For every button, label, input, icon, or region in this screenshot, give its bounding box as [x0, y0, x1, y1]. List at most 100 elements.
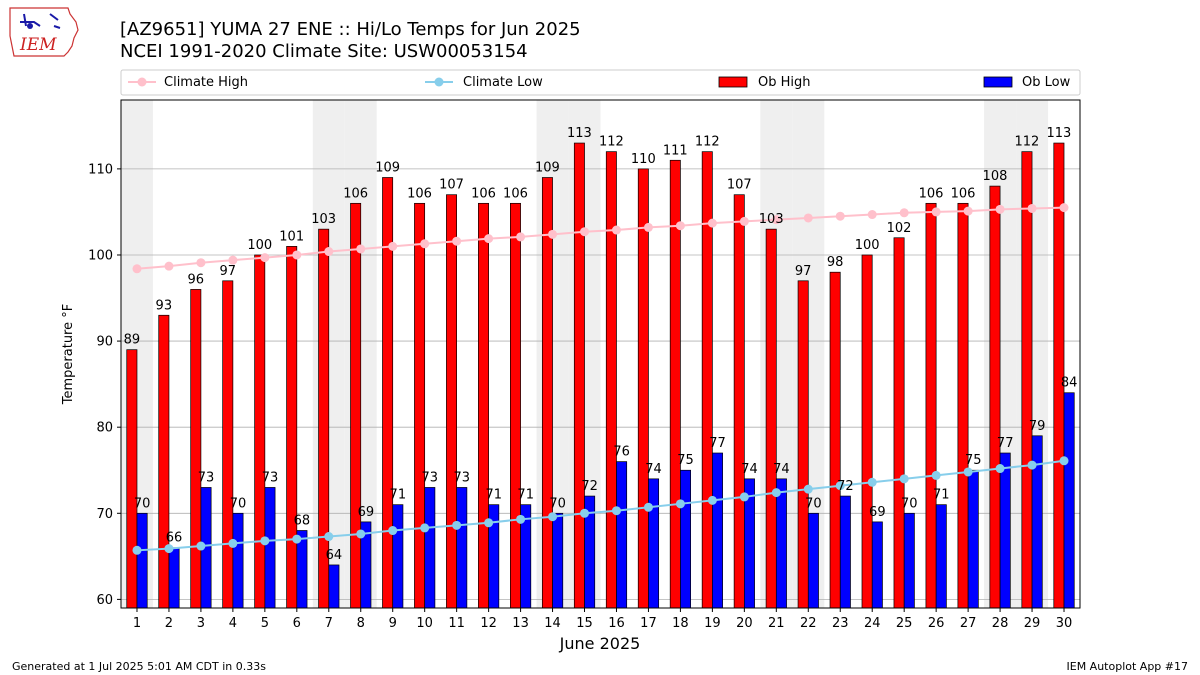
ob-high-label-9: 109 — [375, 160, 400, 175]
climate-low-point-11 — [452, 520, 462, 530]
ob-high-label-3: 96 — [188, 272, 205, 287]
ob-low-bar-14 — [552, 512, 564, 609]
ob-low-label-14: 70 — [549, 496, 566, 511]
ob-low-bar-4 — [232, 512, 244, 609]
climate-lines — [132, 203, 1069, 555]
climate-high-point-5 — [260, 253, 270, 263]
x-tick-label-5: 5 — [261, 616, 269, 631]
climate-low-point-12 — [484, 518, 494, 528]
climate-high-line — [136, 206, 1065, 270]
climate-high-point-17 — [643, 222, 653, 232]
climate-low-point-5 — [260, 536, 270, 546]
ob-high-bar-4 — [222, 280, 234, 609]
ob-high-label-30: 113 — [1046, 126, 1071, 141]
ob-high-label-12: 106 — [471, 186, 496, 201]
ob-low-label-18: 75 — [677, 453, 694, 468]
climate-low-point-26 — [931, 470, 941, 480]
x-tick-label-9: 9 — [389, 616, 397, 631]
climate-low-point-9 — [388, 526, 398, 536]
data-labels: 89 70 93 66 96 73 97 70 100 73 101 68 103 64 106 69 109 7… — [124, 126, 1078, 563]
climate-high-point-3 — [196, 258, 206, 268]
ob-high-bar-6 — [286, 246, 298, 609]
ob-high-label-11: 107 — [439, 178, 464, 193]
ob-high-bar-15 — [573, 142, 585, 609]
climate-high-point-7 — [324, 247, 334, 257]
ob-low-bar-27 — [967, 469, 979, 609]
legend: Climate High Climate Low Ob High Ob Low — [120, 69, 1081, 96]
ob-low-bar-10 — [424, 487, 436, 609]
x-tick-label-16: 16 — [608, 616, 625, 631]
ob-high-label-23: 98 — [827, 255, 844, 270]
climate-low-point-21 — [771, 488, 781, 498]
ob-low-label-4: 70 — [230, 496, 247, 511]
y-tick-label-110: 110 — [88, 162, 113, 177]
climate-low-point-15 — [580, 508, 590, 518]
climate-low-point-24 — [867, 477, 877, 487]
ob-high-bar-13 — [510, 202, 521, 609]
ob-high-bar-12 — [478, 202, 489, 609]
climate-high-point-19 — [707, 218, 717, 228]
ob-high-bar-1 — [126, 349, 138, 609]
climate-high-point-10 — [420, 239, 430, 249]
ob-low-label-2: 66 — [166, 531, 183, 546]
ob-low-label-29: 79 — [1029, 419, 1046, 434]
ob-high-label-2: 93 — [156, 298, 173, 313]
ob-high-bar-17 — [637, 168, 649, 609]
ob-low-bar-25 — [903, 512, 915, 609]
climate-low-point-18 — [675, 499, 685, 509]
climate-high-point-14 — [548, 229, 558, 239]
ob-low-label-16: 76 — [613, 445, 630, 460]
x-tick-label-26: 26 — [928, 616, 945, 631]
climate-high-point-15 — [580, 227, 590, 237]
x-tick-label-10: 10 — [416, 616, 433, 631]
climate-high-point-12 — [484, 234, 494, 244]
ob-low-label-8: 69 — [358, 505, 375, 520]
legend-climate-high-label: Climate High — [164, 75, 248, 90]
ob-low-bar-5 — [264, 487, 276, 609]
legend-climate-low: Climate Low — [425, 75, 543, 90]
climate-low-point-14 — [548, 512, 558, 522]
ob-high-label-4: 97 — [219, 264, 236, 279]
chart-subtitle: NCEI 1991-2020 Climate Site: USW00053154 — [120, 41, 528, 62]
ob-low-bar-16 — [616, 461, 628, 609]
y-axis-title: Temperature °F — [61, 304, 76, 405]
climate-high-point-29 — [1027, 203, 1037, 213]
legend-climate-low-label: Climate Low — [463, 75, 543, 90]
ob-low-label-28: 77 — [997, 436, 1014, 451]
x-tick-label-24: 24 — [864, 616, 881, 631]
climate-high-point-28 — [995, 204, 1005, 214]
ob-high-bar-29 — [1021, 151, 1033, 609]
ob-low-label-13: 71 — [517, 488, 534, 503]
ob-high-label-5: 100 — [247, 238, 272, 253]
x-tick-label-28: 28 — [992, 616, 1009, 631]
climate-low-point-27 — [963, 467, 973, 477]
x-tick-label-27: 27 — [960, 616, 977, 631]
ob-low-label-27: 75 — [965, 453, 982, 468]
ob-low-bar-23 — [839, 495, 851, 609]
ob-low-bar-18 — [680, 469, 691, 609]
ob-low-bar-22 — [807, 512, 819, 609]
logo-text: IEM — [19, 35, 57, 55]
ob-high-bar-25 — [893, 237, 905, 609]
bar-series — [126, 142, 1075, 609]
iem-logo: IEM — [9, 7, 79, 57]
ob-low-bar-2 — [168, 547, 180, 609]
ob-high-label-13: 106 — [503, 186, 528, 201]
ob-low-label-3: 73 — [198, 470, 215, 485]
climate-low-point-4 — [228, 538, 238, 548]
ob-low-bar-28 — [999, 452, 1011, 609]
ob-high-label-1: 89 — [124, 333, 141, 348]
ob-low-bar-24 — [871, 521, 883, 609]
climate-low-point-28 — [995, 464, 1005, 474]
x-axis-title: June 2025 — [559, 634, 641, 653]
ob-high-label-28: 108 — [983, 169, 1008, 184]
x-tick-label-8: 8 — [357, 616, 365, 631]
climate-high-point-11 — [452, 236, 462, 246]
ob-low-bar-17 — [648, 478, 660, 609]
ob-low-label-23: 72 — [837, 479, 854, 494]
climate-low-point-8 — [356, 529, 366, 539]
climate-high-point-25 — [899, 208, 909, 218]
climate-low-point-13 — [516, 514, 526, 524]
climate-low-point-23 — [835, 481, 845, 491]
ob-low-label-7: 64 — [326, 548, 343, 563]
